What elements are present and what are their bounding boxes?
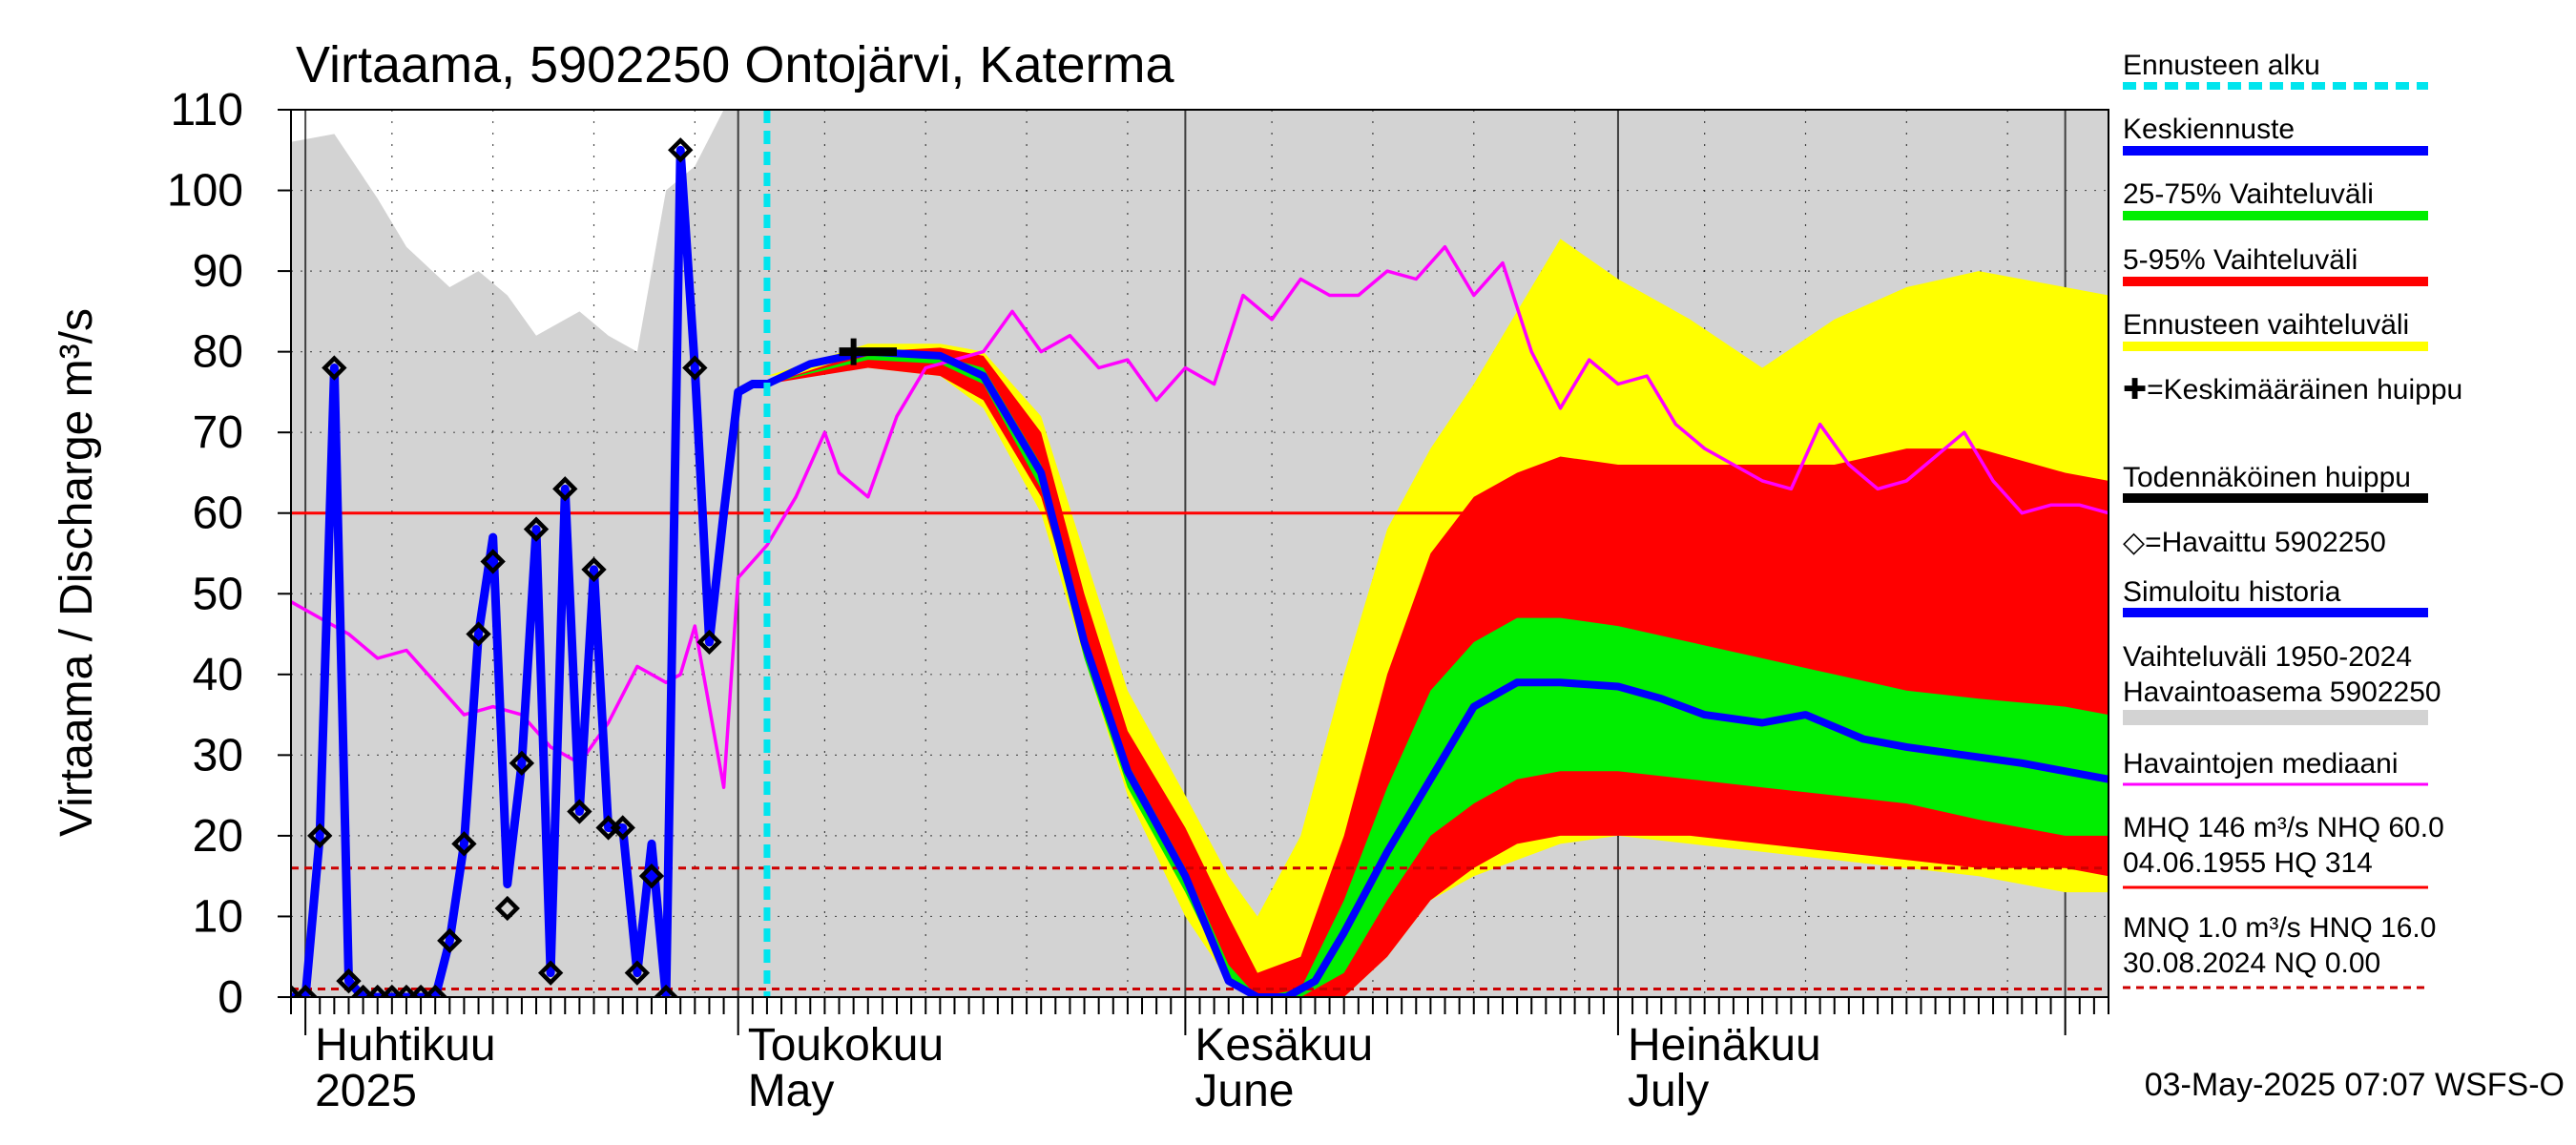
- y-tick-label: 100: [167, 166, 243, 217]
- observed-point: [322, 355, 347, 381]
- month-label-en: July: [1628, 1066, 1709, 1116]
- legend-label-8: Simuloitu historia: [2123, 576, 2341, 608]
- observed-point: [682, 355, 708, 381]
- range-25-75-band: [766, 355, 2109, 997]
- mean-peak-mark: [840, 338, 867, 365]
- observed-point: [653, 984, 679, 997]
- legend-label-10: Havaintojen mediaani: [2123, 748, 2399, 780]
- range-5-95-band: [766, 347, 2109, 997]
- legend-label-3: 5-95% Vaihteluväli: [2123, 244, 2358, 276]
- observed-point: [307, 822, 333, 849]
- legend-label-5: ✚=Keskimääräinen huippu: [2123, 374, 2462, 406]
- observed-point: [638, 864, 665, 889]
- month-label-en: June: [1195, 1066, 1294, 1116]
- y-tick-label: 50: [193, 569, 243, 619]
- footer-timestamp: 03-May-2025 07:07 WSFS-O: [2145, 1067, 2565, 1103]
- legend-label-2: 25-75% Vaihteluväli: [2123, 178, 2374, 210]
- legend-label-12: 30.08.2024 NQ 0.00: [2123, 947, 2380, 979]
- observed-point: [494, 895, 520, 922]
- observed-point: [292, 984, 319, 997]
- observed-point: [509, 750, 535, 776]
- y-tick-label: 110: [170, 85, 243, 135]
- y-axis-label: Virtaama / Discharge m³/s: [52, 308, 102, 837]
- observed-point: [437, 927, 463, 953]
- observed-point: [668, 137, 694, 163]
- legend-label-4: Ennusteen vaihteluväli: [2123, 309, 2409, 341]
- observed-point: [451, 831, 477, 857]
- month-label: Toukokuu: [748, 1020, 944, 1071]
- y-tick-label: 10: [193, 891, 243, 942]
- legend-label-12: MNQ 1.0 m³/s HNQ 16.0: [2123, 912, 2436, 944]
- observed-point: [523, 516, 550, 542]
- observed-point: [610, 815, 635, 841]
- observed-point: [466, 621, 491, 647]
- legend-label-11: 04.06.1955 HQ 314: [2123, 847, 2373, 879]
- y-tick-label: 70: [193, 407, 243, 458]
- month-label-en: May: [748, 1066, 835, 1116]
- y-tick-label: 60: [193, 489, 243, 539]
- observed-point: [336, 968, 362, 994]
- y-tick-label: 40: [193, 650, 243, 700]
- month-label: Huhtikuu: [315, 1020, 495, 1071]
- plot-area: [291, 110, 2109, 997]
- month-label: Heinäkuu: [1628, 1020, 1821, 1071]
- legend-label-9: Vaihteluväli 1950-2024: [2123, 641, 2412, 673]
- legend-label-7: ◇=Havaittu 5902250: [2123, 527, 2386, 558]
- observed-point: [552, 476, 578, 502]
- y-tick-label: 80: [193, 327, 243, 378]
- y-tick-label: 30: [193, 730, 243, 781]
- simulated-history-line: [291, 145, 767, 997]
- month-label: Kesäkuu: [1195, 1020, 1373, 1071]
- y-tick-label: 90: [193, 246, 243, 297]
- observed-point: [624, 960, 651, 986]
- chart-title: Virtaama, 5902250 Ontojärvi, Katerma: [296, 36, 1174, 94]
- observed-point: [567, 799, 592, 824]
- y-tick-label: 20: [193, 811, 243, 862]
- observed-point: [581, 556, 607, 583]
- mean-forecast-line: [765, 347, 2109, 997]
- observed-point: [423, 984, 448, 997]
- observed-point: [537, 960, 564, 986]
- legend-label-9: Havaintoasema 5902250: [2123, 677, 2441, 708]
- observed-point: [696, 629, 722, 656]
- legend-label-0: Ennusteen alku: [2123, 50, 2320, 81]
- month-label-en: 2025: [315, 1066, 417, 1116]
- y-tick-label: 0: [218, 972, 243, 1023]
- legend-label-1: Keskiennuste: [2123, 114, 2295, 145]
- legend-label-11: MHQ 146 m³/s NHQ 60.0: [2123, 812, 2444, 843]
- legend: Ennusteen alku Keskiennuste 25-75% Vaihtel…: [2123, 50, 2462, 989]
- observed-point: [480, 549, 506, 574]
- legend-label-6: Todennäköinen huippu: [2123, 462, 2411, 493]
